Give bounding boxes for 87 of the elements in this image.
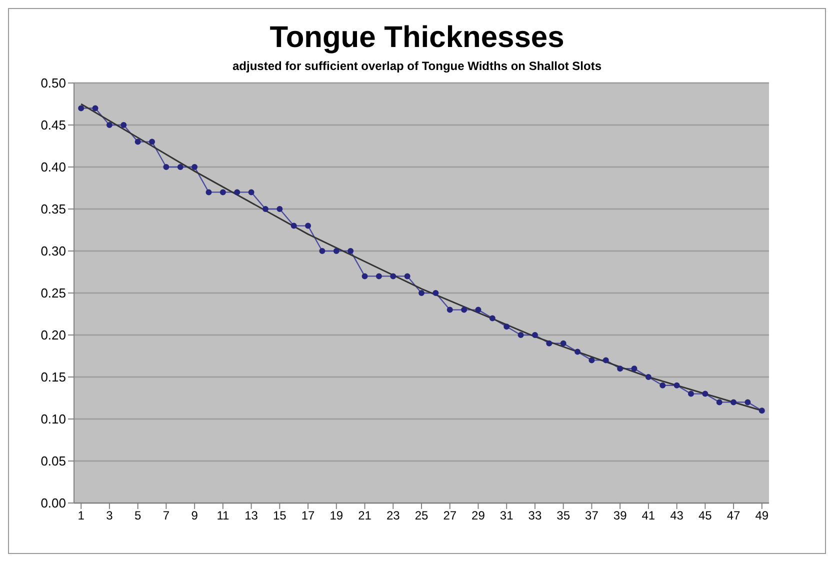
x-tick-label: 29 — [472, 508, 486, 523]
x-tick-label: 33 — [528, 508, 542, 523]
point — [518, 332, 524, 338]
point — [319, 248, 326, 254]
point — [390, 273, 396, 280]
x-tick-label: 49 — [755, 508, 769, 523]
point — [92, 105, 98, 112]
point — [120, 122, 127, 128]
point — [276, 206, 283, 212]
point — [192, 164, 198, 170]
point — [574, 348, 581, 355]
point — [305, 222, 312, 229]
point — [461, 306, 468, 313]
point — [248, 189, 254, 196]
x-tick-label: 9 — [191, 508, 198, 523]
point — [446, 306, 453, 313]
point — [418, 290, 424, 296]
point — [602, 357, 609, 364]
x-tick-label: 35 — [556, 508, 570, 523]
x-tick-label: 31 — [500, 508, 514, 523]
point — [489, 315, 496, 322]
point — [730, 399, 737, 406]
point — [177, 164, 184, 170]
x-tick-label: 1 — [78, 508, 85, 523]
point — [376, 273, 382, 280]
point — [631, 366, 638, 372]
x-tick-label: 39 — [613, 508, 628, 523]
point — [744, 399, 751, 406]
y-tick-label: 0.35 — [40, 202, 66, 217]
point — [674, 382, 680, 388]
x-tick-label: 13 — [244, 508, 258, 523]
point — [348, 248, 354, 254]
y-tick-label: 0.15 — [40, 370, 66, 385]
point — [290, 222, 297, 229]
point — [617, 366, 624, 372]
x-tick-label: 3 — [106, 508, 114, 523]
x-tick-label: 41 — [642, 508, 656, 523]
x-tick-label: 15 — [272, 508, 287, 523]
x-tick-label: 11 — [216, 508, 230, 523]
y-tick-label: 0.30 — [40, 244, 66, 259]
y-tick-label: 0.00 — [40, 496, 66, 511]
point — [262, 206, 268, 212]
y-tick-label: 0.40 — [40, 160, 66, 175]
y-tick-label: 0.50 — [40, 76, 66, 91]
point — [588, 357, 595, 364]
point — [106, 122, 112, 128]
y-tick-label: 0.25 — [40, 286, 66, 301]
chart-subtitle: adjusted for sufficient overlap of Tongue Widths on Shallot Slots — [231, 59, 602, 73]
point — [404, 273, 410, 280]
point — [546, 340, 552, 346]
point — [333, 248, 340, 254]
point — [688, 390, 694, 397]
point — [362, 273, 368, 280]
x-tick-label: 43 — [670, 508, 684, 523]
point — [504, 324, 510, 330]
x-tick-label: 17 — [301, 508, 316, 523]
x-tick-label: 25 — [414, 508, 428, 523]
x-tick-label: 37 — [585, 508, 599, 523]
point — [206, 189, 212, 196]
point — [660, 382, 666, 388]
point — [234, 189, 240, 196]
x-tick-label: 21 — [358, 508, 372, 523]
point — [475, 306, 482, 313]
x-tick-label: 27 — [443, 508, 457, 523]
point — [532, 332, 538, 338]
y-tick-label: 0.20 — [40, 328, 66, 343]
point — [702, 390, 708, 397]
point — [163, 164, 170, 170]
chart-title: Tongue Thicknesses — [268, 21, 566, 55]
x-tick-label: 7 — [162, 508, 170, 523]
point — [134, 138, 141, 145]
point — [432, 290, 439, 296]
point — [78, 105, 84, 112]
y-tick-label: 0.05 — [40, 454, 66, 469]
y-tick-label: 0.45 — [40, 118, 66, 133]
point — [645, 374, 652, 380]
x-tick-label: 47 — [726, 508, 741, 523]
x-tick-label: 19 — [330, 508, 344, 523]
point — [149, 138, 156, 145]
point — [560, 340, 566, 346]
point — [758, 408, 765, 414]
x-tick-label: 5 — [134, 508, 142, 523]
y-tick-label: 0.10 — [40, 412, 66, 427]
point — [716, 399, 722, 406]
x-tick-label: 23 — [386, 508, 400, 523]
point — [220, 189, 226, 196]
x-tick-label: 45 — [698, 508, 712, 523]
